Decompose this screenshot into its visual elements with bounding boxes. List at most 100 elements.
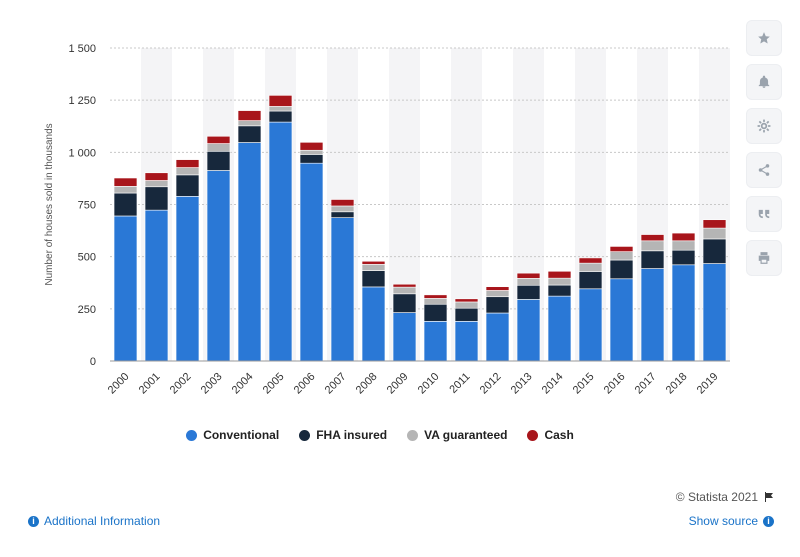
share-button[interactable] — [746, 152, 782, 188]
bar-fha-insured-2007[interactable] — [330, 211, 355, 218]
bar-cash-2015[interactable] — [578, 257, 603, 264]
bar-fha-insured-2005[interactable] — [268, 110, 293, 123]
bar-fha-insured-2012[interactable] — [485, 296, 510, 314]
bar-va-guaranteed-2002[interactable] — [175, 167, 200, 176]
bar-cash-2017[interactable] — [640, 234, 665, 242]
bar-cash-2018[interactable] — [671, 232, 696, 242]
show-source-label: Show source — [688, 514, 758, 528]
bar-cash-2007[interactable] — [330, 199, 355, 207]
bar-va-guaranteed-2014[interactable] — [547, 277, 572, 286]
bar-conventional-2005[interactable] — [268, 121, 293, 362]
bar-fha-insured-2009[interactable] — [392, 293, 417, 313]
bar-fha-insured-2002[interactable] — [175, 174, 200, 197]
bar-cash-2014[interactable] — [547, 270, 572, 279]
bar-fha-insured-2004[interactable] — [237, 125, 262, 143]
bar-va-guaranteed-2007[interactable] — [330, 205, 355, 213]
bar-fha-insured-2000[interactable] — [113, 192, 138, 217]
legend-swatch-fha-insured — [299, 429, 311, 441]
additional-information-link[interactable]: i Additional Information — [28, 514, 160, 528]
y-axis-ticks: 0 250 500 750 1 000 1 250 1 500 — [68, 43, 96, 368]
cite-button[interactable] — [746, 196, 782, 232]
bar-va-guaranteed-2013[interactable] — [516, 278, 541, 286]
bar-cash-2019[interactable] — [702, 219, 727, 229]
bar-conventional-2017[interactable] — [640, 268, 665, 362]
bar-cash-2016[interactable] — [609, 246, 634, 252]
bar-va-guaranteed-2000[interactable] — [113, 186, 138, 194]
bar-conventional-2000[interactable] — [113, 215, 138, 362]
x-tick-label: 2018 — [664, 371, 690, 397]
y-tick-label: 750 — [78, 200, 96, 212]
bar-conventional-2012[interactable] — [485, 312, 510, 362]
bar-fha-insured-2016[interactable] — [609, 259, 634, 280]
bar-conventional-2004[interactable] — [237, 142, 262, 362]
bar-fha-insured-2018[interactable] — [671, 249, 696, 266]
bar-cash-2002[interactable] — [175, 159, 200, 168]
bar-cash-2012[interactable] — [485, 286, 510, 291]
bar-cash-2006[interactable] — [299, 142, 324, 151]
settings-button[interactable] — [746, 108, 782, 144]
bar-va-guaranteed-2008[interactable] — [361, 264, 386, 271]
bar-va-guaranteed-2015[interactable] — [578, 262, 603, 272]
bar-cash-2010[interactable] — [423, 294, 448, 299]
bar-fha-insured-2011[interactable] — [454, 307, 479, 322]
bar-conventional-2006[interactable] — [299, 162, 324, 362]
bar-va-guaranteed-2005[interactable] — [268, 106, 293, 112]
notification-button[interactable] — [746, 64, 782, 100]
bar-cash-2011[interactable] — [454, 298, 479, 303]
bar-conventional-2007[interactable] — [330, 217, 355, 362]
bar-conventional-2002[interactable] — [175, 196, 200, 362]
legend-item-cash[interactable]: Cash — [527, 428, 574, 442]
bar-va-guaranteed-2019[interactable] — [702, 227, 727, 240]
legend-item-fha-insured[interactable]: FHA insured — [299, 428, 387, 442]
bar-cash-2000[interactable] — [113, 177, 138, 187]
bar-va-guaranteed-2009[interactable] — [392, 286, 417, 295]
bar-cash-2005[interactable] — [268, 95, 293, 107]
x-tick-label: 2012 — [478, 371, 504, 397]
legend-swatch-va-guaranteed — [407, 429, 419, 441]
bar-conventional-2001[interactable] — [144, 209, 169, 362]
bar-conventional-2010[interactable] — [423, 321, 448, 362]
bar-conventional-2008[interactable] — [361, 286, 386, 362]
bar-cash-2003[interactable] — [206, 135, 231, 144]
bar-fha-insured-2014[interactable] — [547, 284, 572, 297]
bar-conventional-2011[interactable] — [454, 321, 479, 362]
x-tick-label: 2010 — [416, 371, 442, 397]
bar-cash-2008[interactable] — [361, 260, 386, 265]
bar-conventional-2019[interactable] — [702, 263, 727, 362]
bar-va-guaranteed-2016[interactable] — [609, 251, 634, 261]
bar-va-guaranteed-2004[interactable] — [237, 120, 262, 127]
bar-conventional-2016[interactable] — [609, 278, 634, 362]
bar-cash-2013[interactable] — [516, 272, 541, 279]
bar-cash-2001[interactable] — [144, 172, 169, 181]
bar-va-guaranteed-2010[interactable] — [423, 298, 448, 305]
bar-fha-insured-2015[interactable] — [578, 271, 603, 290]
print-button[interactable] — [746, 240, 782, 276]
bar-fha-insured-2010[interactable] — [423, 303, 448, 322]
favorite-button[interactable] — [746, 20, 782, 56]
bar-fha-insured-2006[interactable] — [299, 154, 324, 164]
bar-va-guaranteed-2017[interactable] — [640, 240, 665, 252]
bar-va-guaranteed-2012[interactable] — [485, 290, 510, 298]
bar-fha-insured-2003[interactable] — [206, 150, 231, 171]
bar-va-guaranteed-2018[interactable] — [671, 240, 696, 251]
bar-fha-insured-2008[interactable] — [361, 270, 386, 288]
bar-conventional-2003[interactable] — [206, 170, 231, 362]
bar-va-guaranteed-2011[interactable] — [454, 301, 479, 309]
bar-conventional-2018[interactable] — [671, 264, 696, 362]
bar-fha-insured-2013[interactable] — [516, 284, 541, 300]
bar-cash-2004[interactable] — [237, 110, 262, 121]
bar-conventional-2009[interactable] — [392, 312, 417, 362]
bar-va-guaranteed-2006[interactable] — [299, 149, 324, 155]
bar-fha-insured-2017[interactable] — [640, 250, 665, 269]
show-source-link[interactable]: Show source i — [689, 514, 774, 528]
bar-va-guaranteed-2001[interactable] — [144, 180, 169, 188]
bar-fha-insured-2019[interactable] — [702, 238, 727, 264]
bar-conventional-2013[interactable] — [516, 299, 541, 362]
bar-conventional-2014[interactable] — [547, 295, 572, 362]
bar-conventional-2015[interactable] — [578, 288, 603, 362]
legend-item-va-guaranteed[interactable]: VA guaranteed — [407, 428, 507, 442]
legend-item-conventional[interactable]: Conventional — [186, 428, 279, 442]
bar-cash-2009[interactable] — [392, 283, 417, 288]
bar-va-guaranteed-2003[interactable] — [206, 143, 231, 152]
bar-fha-insured-2001[interactable] — [144, 186, 169, 211]
